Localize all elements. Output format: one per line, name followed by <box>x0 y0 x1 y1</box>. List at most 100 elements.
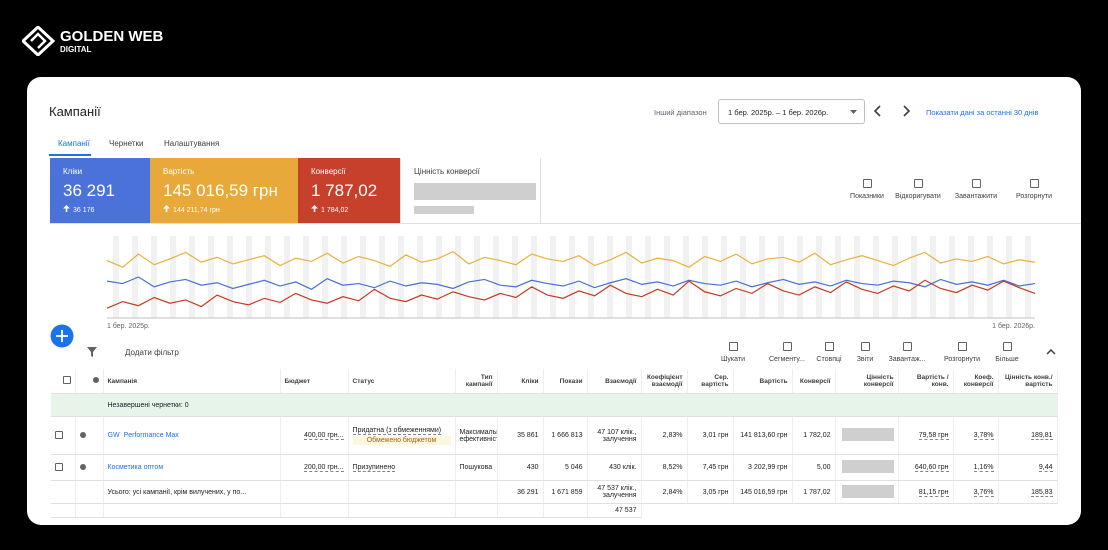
value-per-cost: 9,44 <box>1038 464 1053 472</box>
add-filter[interactable]: Додати фільтр <box>125 348 179 357</box>
campaign-name[interactable]: Performance Max <box>123 432 179 439</box>
table-tool[interactable]: Завантаж... <box>879 342 935 363</box>
page-title: Кампанії <box>49 104 101 119</box>
column-header[interactable]: Бюджет <box>280 369 349 394</box>
clicks: 35 861 <box>517 432 539 439</box>
column-header[interactable]: Коефіцієнт взаємодії <box>641 369 688 394</box>
table-tool[interactable]: Шукати <box>705 342 761 363</box>
cell: 141 813,60 грн <box>733 416 793 455</box>
tab[interactable]: Кампанії <box>58 139 90 148</box>
column-header[interactable]: Кампанія <box>103 369 281 394</box>
up-arrow <box>63 205 70 212</box>
divider <box>50 223 1081 224</box>
up-arrow <box>163 205 170 212</box>
panel: Кампанії Інший діапазон 1 бер. 2025р. – … <box>27 77 1081 525</box>
week-band <box>949 236 955 318</box>
campaign-cell: Усього: усі кампанії, крім вилучених, у … <box>103 480 281 504</box>
card-tool[interactable]: Завантажити <box>948 179 1004 200</box>
date-dropdown[interactable]: 1 бер. 2025р. – 1 бер. 2026р. <box>718 99 865 124</box>
cell <box>103 503 281 518</box>
next-button[interactable] <box>901 105 911 117</box>
scorecard[interactable]: Кліки 36 291 36 176 <box>50 158 150 223</box>
cell <box>348 503 456 518</box>
impressions: 5 046 <box>564 464 583 471</box>
checkbox[interactable] <box>55 430 63 439</box>
interactions: 430 клік. <box>609 464 637 471</box>
table-tool[interactable]: Розгорнути <box>934 342 990 363</box>
column-header[interactable]: Цінність конверсії <box>835 369 899 394</box>
status: Призупинено <box>352 464 396 472</box>
brand-name: GOLDEN WEB <box>60 28 164 45</box>
collapse-button[interactable] <box>1046 348 1056 355</box>
tool-label: Відкоригувати <box>895 193 941 200</box>
cell: 640,60 грн <box>898 454 954 481</box>
column-header[interactable]: Тип кампанії <box>455 369 498 394</box>
tool-label: Показники <box>850 193 884 200</box>
week-band <box>113 236 119 318</box>
column-header[interactable]: Взаємодії <box>587 369 642 394</box>
scorecard[interactable]: Вартість 145 016,59 грн 144 211,74 грн <box>150 158 298 223</box>
table-tool[interactable]: Сегменту... <box>759 342 815 363</box>
tab[interactable]: Налаштування <box>164 139 220 148</box>
cell: 3,05 грн <box>687 480 734 504</box>
arrow-shape <box>163 205 170 212</box>
table-tool[interactable]: Більше <box>979 342 1035 363</box>
cost-per-conv: 79,58 грн <box>918 432 949 440</box>
interaction-rate: 8,52% <box>662 464 683 471</box>
campaign-name[interactable]: Косметика оптом <box>107 464 164 471</box>
scorecard[interactable]: Конверсії 1 787,02 1 784,02 <box>298 158 400 223</box>
header-row: Кампанія Бюджет Статус Тип кампанії Кліки Пок… <box>51 369 1058 394</box>
table-tool[interactable]: Стовпці <box>801 342 857 363</box>
column-header[interactable]: Вартість <box>733 369 793 394</box>
week-band <box>436 236 442 318</box>
column-header[interactable]: Кліки <box>497 369 544 394</box>
column-header[interactable]: Сер. вартість <box>687 369 734 394</box>
cell <box>75 480 104 504</box>
filter-icon[interactable] <box>87 347 97 357</box>
card-tool[interactable]: Відкоригувати <box>890 179 946 200</box>
column-header[interactable]: Конверсії <box>792 369 836 394</box>
group-row: Незавершені чернетки: 0 <box>51 393 1058 417</box>
card-tool[interactable]: Розгорнути <box>1006 179 1062 200</box>
card-tool[interactable]: Показники <box>839 179 895 200</box>
campaign-prefix: GW <box>107 432 120 439</box>
week-band <box>797 236 803 318</box>
date-range: 1 бер. 2025р. – 1 бер. 2026р. <box>728 108 829 117</box>
column-header[interactable]: Покази <box>543 369 588 394</box>
table-tool[interactable]: Звіти <box>837 342 893 363</box>
scorecard-value: 1 787,02 <box>311 181 378 200</box>
tool-icon <box>1029 179 1039 188</box>
prev-button[interactable] <box>873 105 883 117</box>
tab[interactable]: Чернетки <box>109 139 144 148</box>
week-band <box>664 236 670 318</box>
next-value: 47 537 <box>615 507 637 514</box>
avg-cost: 7,45 грн <box>702 464 729 471</box>
cell <box>835 454 899 481</box>
column-header[interactable]: Вартість / конв. <box>898 369 954 394</box>
status-badge: Обмежено бюджетом <box>352 435 451 445</box>
week-band <box>721 236 727 318</box>
cell <box>497 503 544 518</box>
cell <box>455 480 498 504</box>
column-header[interactable]: Коеф. конверсії <box>953 369 999 394</box>
interactions: 47 107 клік., залучення <box>597 428 637 443</box>
cell: 400,00 грн... <box>280 416 349 455</box>
add-button[interactable] <box>50 324 74 348</box>
show-last-link[interactable]: Показати дані за останні 30 днів <box>926 108 1039 117</box>
cell: 81,15 грн <box>898 480 954 504</box>
checkbox[interactable] <box>55 462 63 471</box>
hidden-prev <box>414 206 474 214</box>
cell: Пошукова <box>455 454 498 481</box>
column-header[interactable]: Цінність конв./вартість <box>998 369 1058 394</box>
tool-icon <box>782 342 792 351</box>
column-header[interactable]: Статус <box>348 369 456 394</box>
scorecard[interactable]: Цінність конверсії <box>400 158 541 223</box>
hidden-value <box>414 183 536 200</box>
conv-rate: 1,16% <box>973 464 994 472</box>
week-band <box>284 236 290 318</box>
range-label: Інший діапазон <box>654 108 707 117</box>
week-band <box>1006 236 1012 318</box>
next-row: 47 537 <box>51 503 1057 518</box>
cell: 185,83 <box>998 480 1058 504</box>
